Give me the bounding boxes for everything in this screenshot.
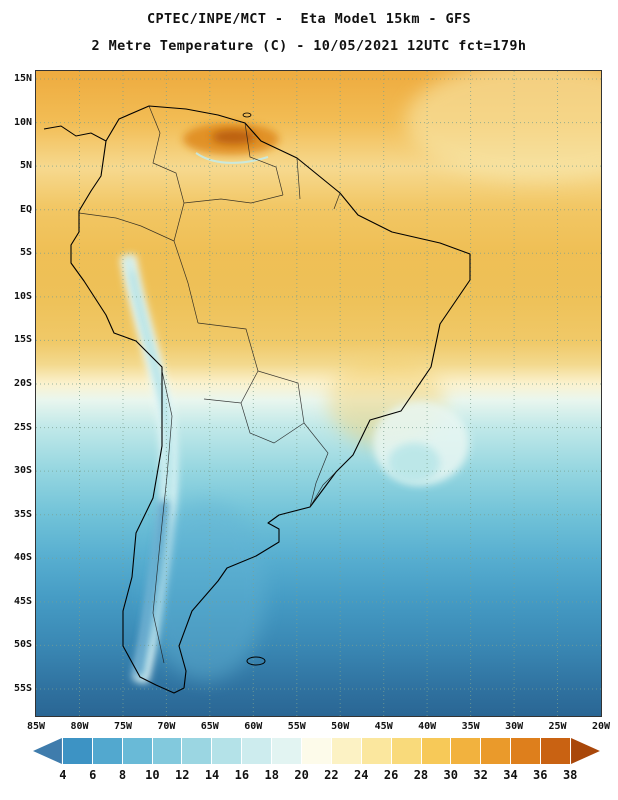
colorbar-tick-label: 36	[533, 768, 548, 782]
coastline	[70, 105, 471, 694]
falkland-islands	[246, 656, 266, 666]
colorbar-cell	[511, 738, 541, 764]
title-block: CPTEC/INPE/MCT - Eta Model 15km - GFS 2 …	[0, 6, 618, 60]
lon-axis-label: 80W	[70, 721, 89, 732]
colorbar-cell	[302, 738, 331, 764]
colorbar-cell	[182, 738, 212, 764]
colorbar-tick-label: 34	[503, 768, 518, 782]
colorbar-cell	[272, 738, 302, 764]
colorbar-tick-label: 24	[354, 768, 369, 782]
colorbar-cell	[152, 738, 182, 764]
lon-axis-label: 55W	[287, 721, 306, 732]
trinidad-island	[242, 112, 252, 118]
colorbar-cell	[242, 738, 272, 764]
colorbar-labels: 4 6 8 10 12 14 16 18 20 22 24 26 28 30 3…	[33, 768, 600, 784]
map-canvas	[36, 71, 601, 716]
lon-axis-label: 65W	[200, 721, 219, 732]
lon-axis-label: 25W	[548, 721, 567, 732]
colorbar-cell	[122, 738, 152, 764]
colorbar-tick-label: 20	[294, 768, 309, 782]
lat-axis-label: 15N	[13, 73, 32, 84]
lat-axis-label: 20S	[13, 378, 32, 389]
colorbar-tick-label: 32	[473, 768, 488, 782]
colorbar-cell	[481, 738, 511, 764]
lat-axis-label: 25S	[13, 422, 32, 433]
colorbar-cell	[571, 738, 600, 764]
lon-axis-label: 35W	[461, 721, 480, 732]
colorbar-tick-label: 30	[443, 768, 458, 782]
colorbar-cell	[451, 738, 481, 764]
lon-axis-label: 70W	[157, 721, 176, 732]
lon-axis-label: 75W	[113, 721, 133, 732]
title-line-1: CPTEC/INPE/MCT - Eta Model 15km - GFS	[146, 11, 472, 27]
colorbar-tick-label: 38	[562, 768, 578, 782]
lon-axis-label: 85W	[26, 721, 46, 732]
country-borders	[78, 105, 341, 664]
colorbar-tick-label: 22	[324, 768, 339, 782]
lon-axis-label: 50W	[331, 721, 350, 732]
lat-axis-label: EQ	[19, 204, 32, 215]
lat-axis-label: 35S	[13, 509, 32, 520]
lat-axis-label: 55S	[13, 683, 32, 694]
colorbar-cell	[33, 738, 62, 764]
hot-spot-venezuela	[183, 123, 279, 164]
lat-axis-label: 50S	[13, 639, 32, 650]
lon-axis-label: 30W	[505, 721, 524, 732]
lon-axis-label: 45W	[374, 721, 393, 732]
lon-axis-label: 20W	[591, 721, 611, 732]
colorbar-cell	[391, 738, 421, 764]
colorbar-cell	[212, 738, 242, 764]
lat-axis-label: 30S	[13, 465, 32, 476]
colorbar-cell	[361, 738, 391, 764]
colorbar-cell	[92, 738, 122, 764]
colorbar-tick-label: 12	[175, 768, 190, 782]
colorbar-tick-label: 10	[145, 768, 160, 782]
map-frame: 15N 10N 5N EQ 5S 10S 15S 20S 25S 30S 35S…	[14, 70, 610, 732]
colorbar-tick-label: 14	[204, 768, 220, 782]
lon-axis-label: 60W	[244, 721, 263, 732]
temperature-field	[36, 71, 601, 716]
lat-axis-label: 10S	[13, 291, 32, 302]
colorbar-cell	[331, 738, 361, 764]
colorbar-cell	[421, 738, 451, 764]
colorbar-tick-label: 18	[264, 768, 279, 782]
colorbar-tick-label: 28	[413, 768, 429, 782]
lat-axis-label: 10N	[13, 117, 32, 128]
lat-axis-label: 15S	[13, 334, 32, 345]
colorbar-tick-label: 26	[383, 768, 399, 782]
colorbar-tick-label: 16	[234, 768, 250, 782]
title-line-2: 2 Metre Temperature (C) - 10/05/2021 12U…	[91, 38, 527, 54]
lat-axis-label: 45S	[13, 596, 32, 607]
colorbar-tick-label: 4	[59, 768, 67, 782]
colorbar-tick-label: 8	[118, 768, 127, 782]
colorbar-cell	[62, 738, 92, 764]
lat-axis-label: 5S	[19, 247, 32, 258]
lat-axis-label: 5N	[19, 160, 32, 171]
lat-axis-label: 40S	[13, 552, 32, 563]
colorbar-cell	[541, 738, 571, 764]
colorbar	[33, 738, 600, 764]
colorbar-tick-label: 6	[89, 768, 97, 782]
central-america-coast	[43, 125, 107, 142]
lon-axis-label: 40W	[418, 721, 437, 732]
cold-patch-se-brazil	[373, 401, 469, 485]
